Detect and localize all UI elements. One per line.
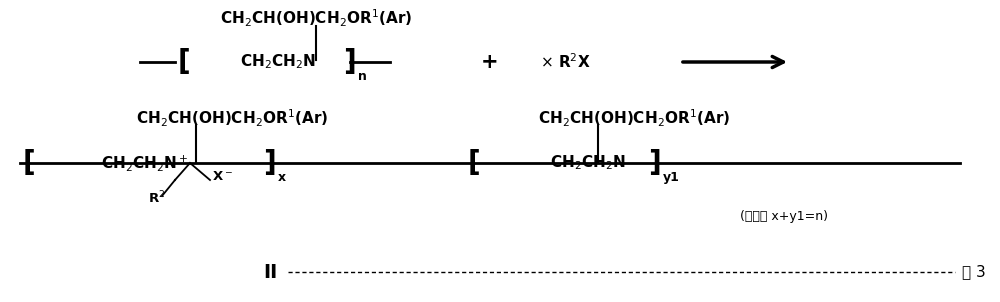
Text: [: [: [178, 48, 191, 76]
Text: CH$_2$CH$_2$N$^+$: CH$_2$CH$_2$N$^+$: [101, 153, 189, 173]
Text: x: x: [278, 171, 286, 184]
Text: ]: ]: [648, 149, 661, 177]
Text: CH$_2$CH(OH)CH$_2$OR$^1$(Ar): CH$_2$CH(OH)CH$_2$OR$^1$(Ar): [538, 108, 730, 129]
Text: [: [: [23, 149, 36, 177]
Text: II: II: [263, 262, 277, 281]
Text: +: +: [481, 52, 499, 72]
Text: [: [: [468, 149, 481, 177]
Text: y1: y1: [663, 171, 680, 184]
Text: 式 3: 式 3: [962, 265, 986, 279]
Text: CH$_2$CH$_2$N: CH$_2$CH$_2$N: [240, 53, 316, 71]
Text: CH$_2$CH(OH)CH$_2$OR$^1$(Ar): CH$_2$CH(OH)CH$_2$OR$^1$(Ar): [220, 8, 412, 29]
Text: ]: ]: [263, 149, 276, 177]
Text: R$^2$: R$^2$: [148, 190, 165, 206]
Text: CH$_2$CH(OH)CH$_2$OR$^1$(Ar): CH$_2$CH(OH)CH$_2$OR$^1$(Ar): [136, 108, 328, 129]
Text: X$^-$: X$^-$: [212, 169, 233, 182]
Text: $\times$ R$^2$X: $\times$ R$^2$X: [540, 53, 591, 71]
Text: CH$_2$CH$_2$N: CH$_2$CH$_2$N: [550, 154, 626, 172]
Text: (其中， x+y1=n): (其中， x+y1=n): [740, 210, 828, 223]
Text: ]: ]: [343, 48, 356, 76]
Text: n: n: [358, 70, 367, 83]
